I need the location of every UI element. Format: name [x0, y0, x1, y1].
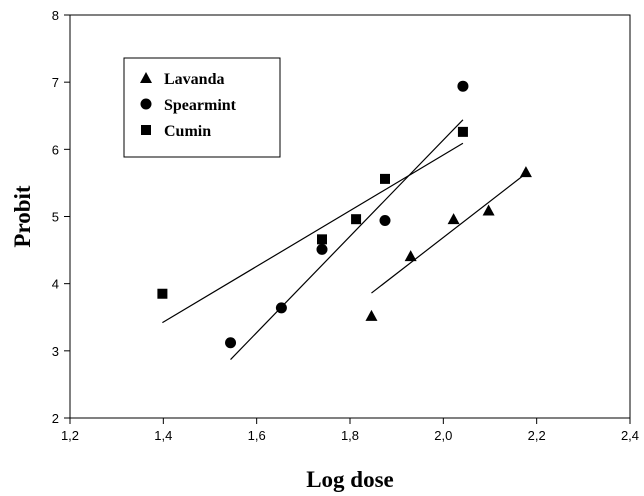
y-axis: 2 3 4 5 6 7 8 [52, 8, 70, 426]
x-tick-label: 1,2 [61, 428, 79, 443]
cumin-point [317, 234, 327, 245]
cumin-point [157, 288, 168, 299]
cumin-fit-line [162, 142, 464, 324]
cumin-point [457, 126, 468, 137]
cumin-point [351, 214, 362, 225]
x-tick-label: 1,4 [154, 428, 172, 443]
y-tick-label: 4 [52, 277, 59, 292]
y-tick-label: 6 [52, 142, 59, 157]
y-tick-label: 3 [52, 344, 59, 359]
y-tick-label: 7 [52, 75, 59, 90]
legend-cumin-marker [141, 125, 151, 135]
lavanda-point [482, 204, 495, 216]
x-tick-label: 2,4 [621, 428, 639, 443]
plot-area [69, 14, 631, 419]
y-tick-label: 8 [52, 8, 59, 23]
x-tick-label: 2,0 [434, 428, 452, 443]
lavanda-point [447, 213, 460, 225]
y-tick-label: 5 [52, 210, 59, 225]
x-tick-label: 1,8 [341, 428, 359, 443]
y-tick-label: 2 [52, 411, 59, 426]
lavanda-point [404, 250, 417, 262]
legend-lavanda-marker [140, 72, 152, 83]
plot-frame [69, 14, 631, 419]
spearmint-point [225, 337, 237, 349]
x-axis-title: Log dose [306, 467, 394, 492]
legend-lavanda-label: Lavanda [164, 71, 224, 88]
spearmint-point [316, 243, 328, 255]
x-axis: 1,2 1,4 1,6 1,8 2,0 2,2 2,4 [61, 418, 639, 443]
spearmint-point [379, 215, 391, 227]
lavanda-point [365, 309, 378, 321]
x-tick-label: 2,2 [528, 428, 546, 443]
legend-spearmint-marker [140, 98, 152, 110]
legend-spearmint-label: Spearmint [164, 97, 237, 114]
spearmint-point [275, 302, 287, 314]
data-points [157, 80, 532, 349]
lavanda-fit-line [371, 173, 527, 294]
spearmint-point [457, 80, 469, 92]
regression-lines [162, 119, 527, 360]
lavanda-point [519, 166, 532, 178]
spearmint-fit-line [230, 119, 464, 360]
x-tick-label: 1,6 [248, 428, 266, 443]
legend: Lavanda Spearmint Cumin [123, 57, 281, 158]
cumin-point [380, 173, 390, 184]
legend-box [123, 57, 281, 158]
y-axis-title: Probit [10, 185, 35, 248]
legend-cumin-label: Cumin [164, 123, 211, 140]
